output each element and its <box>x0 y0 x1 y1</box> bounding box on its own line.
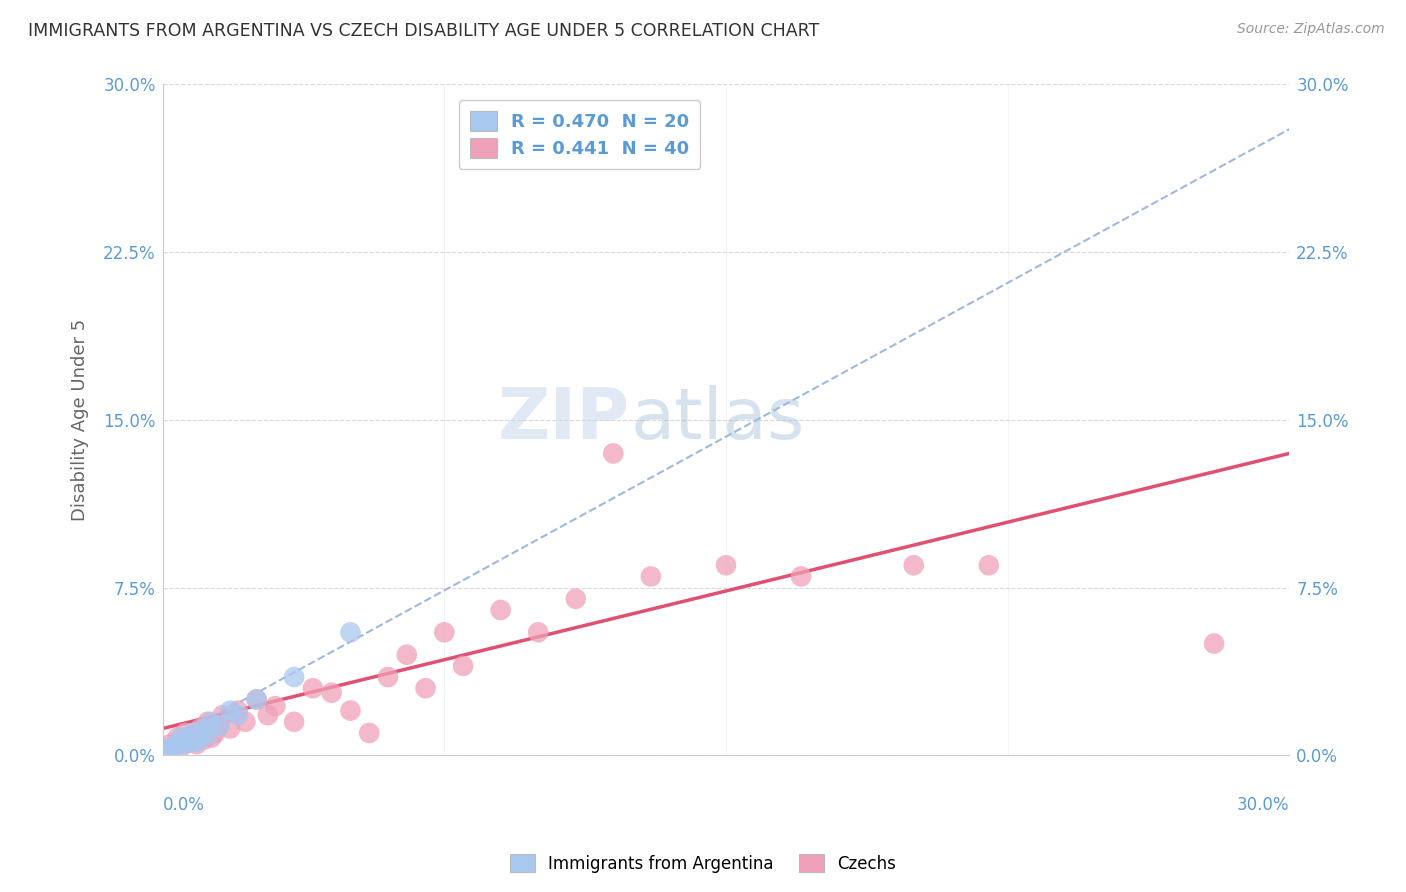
Point <box>527 625 550 640</box>
Point <box>302 681 325 696</box>
Point <box>790 569 813 583</box>
Point <box>188 722 211 736</box>
Text: 30.0%: 30.0% <box>1237 796 1289 814</box>
Point <box>377 670 399 684</box>
Point <box>219 722 242 736</box>
Point <box>208 719 231 733</box>
Point <box>283 714 305 729</box>
Point <box>193 722 215 736</box>
Point <box>257 708 280 723</box>
Legend: Immigrants from Argentina, Czechs: Immigrants from Argentina, Czechs <box>503 847 903 880</box>
Text: Source: ZipAtlas.com: Source: ZipAtlas.com <box>1237 22 1385 37</box>
Point <box>204 726 226 740</box>
Point <box>188 731 211 745</box>
Text: 0.0%: 0.0% <box>163 796 205 814</box>
Text: ZIP: ZIP <box>498 385 630 454</box>
Point <box>159 741 181 756</box>
Point <box>226 704 249 718</box>
Point <box>264 699 287 714</box>
Point <box>565 591 588 606</box>
Point <box>177 732 200 747</box>
Point <box>219 704 242 718</box>
Text: atlas: atlas <box>630 385 804 454</box>
Point <box>174 726 197 740</box>
Point <box>197 728 219 742</box>
Point <box>166 731 188 745</box>
Point <box>226 708 249 723</box>
Point <box>415 681 437 696</box>
Point <box>181 728 204 742</box>
Point <box>903 558 925 573</box>
Text: IMMIGRANTS FROM ARGENTINA VS CZECH DISABILITY AGE UNDER 5 CORRELATION CHART: IMMIGRANTS FROM ARGENTINA VS CZECH DISAB… <box>28 22 820 40</box>
Point <box>433 625 456 640</box>
Point <box>395 648 418 662</box>
Legend: R = 0.470  N = 20, R = 0.441  N = 40: R = 0.470 N = 20, R = 0.441 N = 40 <box>458 100 700 169</box>
Point <box>1204 636 1226 650</box>
Point <box>193 732 215 747</box>
Point <box>186 735 208 749</box>
Point <box>233 714 256 729</box>
Point <box>359 726 381 740</box>
Point <box>174 737 197 751</box>
Point <box>714 558 737 573</box>
Point <box>197 714 219 729</box>
Point <box>200 714 222 729</box>
Point <box>200 731 222 745</box>
Point <box>186 737 208 751</box>
Point <box>451 659 474 673</box>
Point <box>977 558 1000 573</box>
Point <box>208 719 231 733</box>
Y-axis label: Disability Age Under 5: Disability Age Under 5 <box>72 318 89 521</box>
Point <box>283 670 305 684</box>
Point <box>166 737 188 751</box>
Point <box>489 603 512 617</box>
Point <box>211 708 233 723</box>
Point <box>170 739 193 754</box>
Point <box>163 739 186 754</box>
Point <box>640 569 662 583</box>
Point <box>321 686 343 700</box>
Point <box>339 704 361 718</box>
Point <box>245 692 267 706</box>
Point <box>170 735 193 749</box>
Point <box>181 726 204 740</box>
Point <box>159 737 181 751</box>
Point <box>245 692 267 706</box>
Point <box>339 625 361 640</box>
Point <box>155 744 177 758</box>
Point <box>602 446 624 460</box>
Point <box>177 735 200 749</box>
Point <box>170 731 193 745</box>
